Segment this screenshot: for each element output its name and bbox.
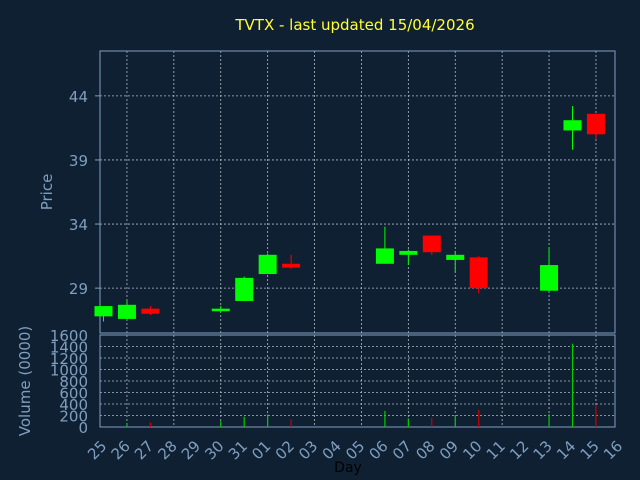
day-tick-label: 28 [154,437,180,463]
volume-tick-label: 1200 [50,350,88,368]
candle-body [540,265,559,291]
day-tick-label: 16 [600,437,626,463]
price-tick-label: 29 [69,280,88,298]
candle-body [94,306,113,317]
candle-body [235,277,254,301]
candle-body [563,120,582,131]
candle-body [117,304,136,319]
volume-tick-label: 1000 [50,362,88,380]
candle-body [375,248,394,264]
candle-body [211,308,230,312]
day-tick-label: 01 [248,437,274,463]
day-tick-label: 08 [412,437,438,463]
price-tick-label: 44 [69,88,88,106]
day-tick-label: 27 [131,437,157,463]
volume-axis-label: Volume (0000) [16,326,34,436]
price-panel-frame [99,50,616,334]
price-grid [100,51,615,333]
day-tick-label: 06 [365,437,391,463]
candle-body [422,235,441,253]
candle-body [258,254,277,275]
day-tick-label: 31 [225,437,251,463]
price-tick-label: 34 [69,216,88,234]
day-tick-label: 14 [553,437,579,463]
candle-body [586,113,605,135]
day-tick-label: 07 [389,437,415,463]
candle-body [141,308,160,314]
volume-panel-frame [99,334,616,428]
candle-body [446,254,465,260]
candle-body [399,250,418,255]
day-tick-label: 29 [178,437,204,463]
volume-tick-label: 600 [59,385,88,403]
price-axis-label: Price [38,174,56,211]
day-tick-label: 10 [459,437,485,463]
volume-tick-label: 0 [78,419,88,437]
day-tick-label: 03 [295,437,321,463]
volume-grid [100,334,615,428]
volume-bars [126,343,597,427]
day-tick-label: 26 [108,437,134,463]
candle-body [469,257,488,289]
candle-body [282,263,301,268]
day-tick-label: 11 [483,437,509,463]
candles [94,106,605,322]
day-tick-label: 30 [201,437,227,463]
price-axis-ticks: 29 34 39 44 [69,88,100,298]
day-tick-label: 13 [530,437,556,463]
price-tick-label: 39 [69,152,88,170]
volume-tick-label: 800 [59,373,88,391]
day-tick-label: 09 [436,437,462,463]
volume-tick-label: 200 [59,408,88,426]
volume-tick-label: 1400 [50,339,88,357]
chart-title: TVTX - last updated 15/04/2026 [234,16,474,34]
day-tick-label: 02 [272,437,298,463]
day-tick-label: 25 [84,437,110,463]
day-axis-label: Day [334,460,362,476]
day-tick-label: 15 [577,437,603,463]
day-tick-label: 12 [506,437,532,463]
volume-tick-label: 400 [59,396,88,414]
volume-tick-label: 1600 [50,327,88,345]
